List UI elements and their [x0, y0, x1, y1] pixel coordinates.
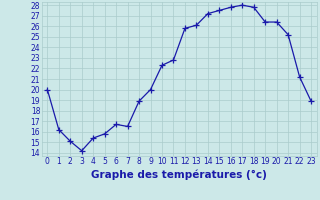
X-axis label: Graphe des températures (°c): Graphe des températures (°c): [91, 169, 267, 180]
